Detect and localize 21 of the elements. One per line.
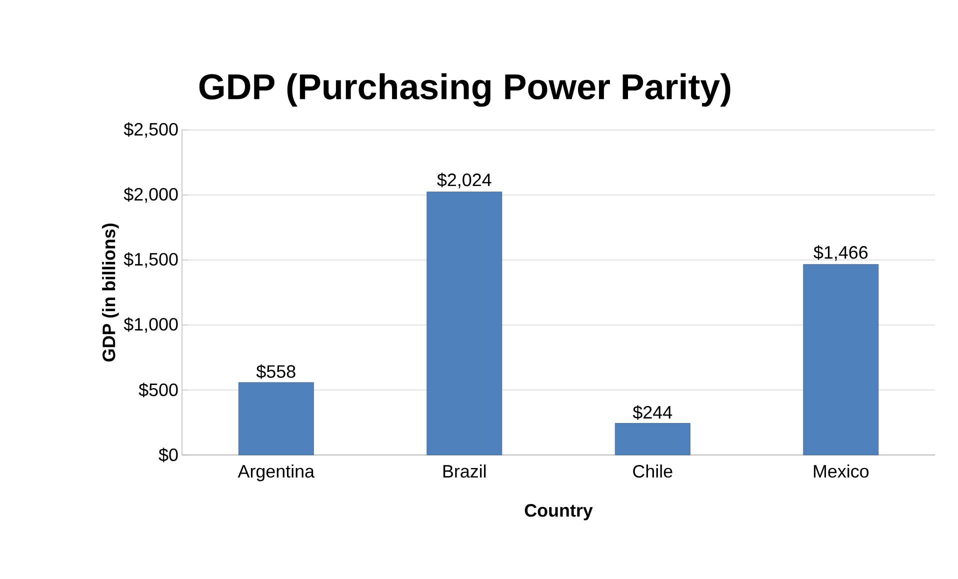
y-tick-label: $2,500 bbox=[124, 122, 178, 138]
y-tick-label: $0 bbox=[158, 448, 178, 462]
x-tick-label: Mexico bbox=[814, 464, 869, 478]
x-tick-label: Brazil bbox=[443, 464, 486, 478]
x-tick-label: Chile bbox=[633, 464, 672, 478]
chart-title: GDP (Purchasing Power Parity) bbox=[199, 73, 730, 107]
y-tick-label: $500 bbox=[138, 382, 178, 398]
y-axis-title: GDP (in billions) bbox=[102, 224, 119, 362]
data-label: $2,024 bbox=[437, 172, 492, 188]
data-label: $558 bbox=[256, 364, 296, 379]
bar bbox=[426, 192, 502, 456]
data-label: $244 bbox=[632, 405, 672, 420]
bar bbox=[614, 423, 690, 456]
y-tick-label: $1,500 bbox=[124, 252, 178, 268]
bar bbox=[238, 382, 314, 456]
y-tick-label: $1,000 bbox=[124, 317, 178, 333]
x-tick-label: Argentina bbox=[238, 464, 314, 482]
bar bbox=[803, 264, 879, 456]
x-axis-title: Country bbox=[524, 504, 593, 520]
data-label: $1,466 bbox=[814, 245, 868, 261]
y-tick-label: $2,000 bbox=[124, 187, 178, 203]
